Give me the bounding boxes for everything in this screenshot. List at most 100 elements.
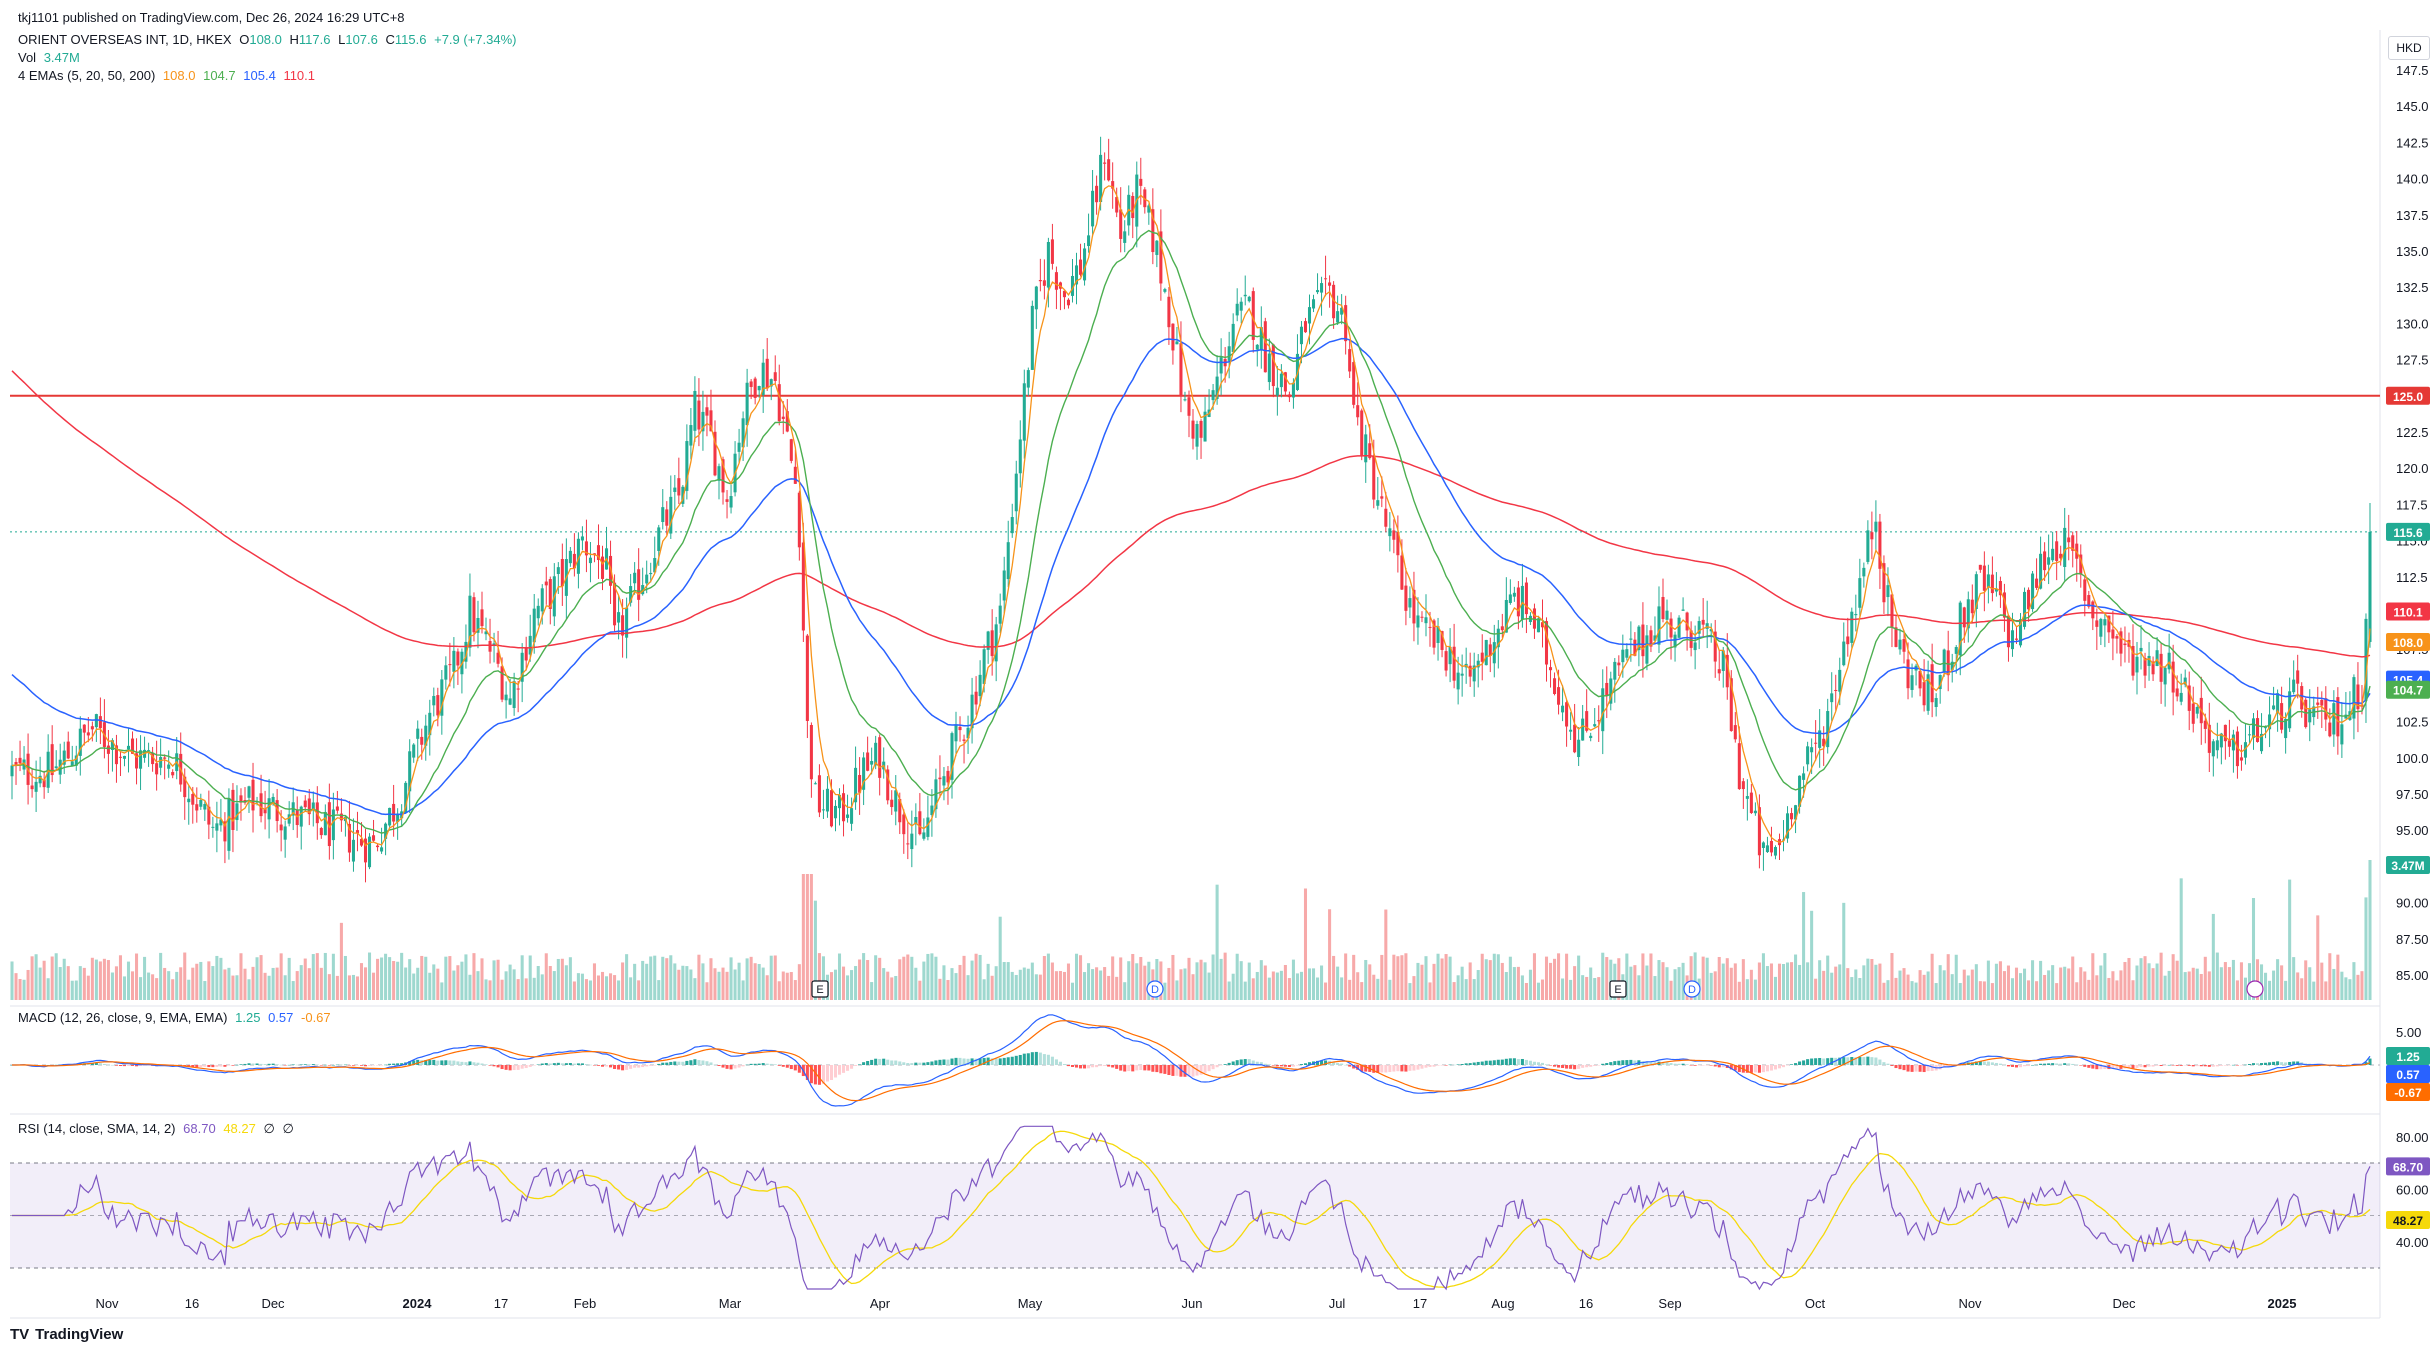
macd-histogram-bar [1392, 1065, 1396, 1072]
volume-bar [1143, 965, 1147, 1000]
lightning-icon [2246, 980, 2264, 998]
volume-bar [914, 967, 918, 1000]
currency-button[interactable]: HKD [2388, 36, 2430, 60]
volume-bar [733, 969, 737, 1000]
candle-body [2320, 699, 2324, 706]
macd-histogram-bar [223, 1065, 227, 1067]
macd-histogram-bar [1468, 1063, 1472, 1065]
candle-body [1645, 635, 1649, 664]
volume-bar [1605, 957, 1609, 1000]
candle-body [456, 651, 460, 666]
candle-body [978, 674, 982, 697]
candle-body [2079, 554, 2083, 575]
macd-histogram-bar [468, 1061, 472, 1065]
volume-bar [528, 955, 532, 1000]
volume-bar [1199, 959, 1203, 1000]
volume-bar [1540, 979, 1545, 1000]
candle-body [1488, 644, 1492, 656]
candle-body [1894, 627, 1898, 647]
volume-bar [1806, 962, 1810, 1000]
volume-bar [2235, 980, 2239, 1000]
candle-body [906, 843, 910, 845]
candle-body [287, 814, 291, 824]
rsi-axis-tick: 40.00 [2396, 1235, 2429, 1250]
volume-bar [279, 953, 283, 1000]
macd-histogram-bar [1681, 1063, 1685, 1065]
candle-body [215, 823, 219, 831]
volume-bar [1830, 972, 1834, 1000]
candle-body [331, 809, 335, 841]
candle-body [2332, 703, 2336, 735]
macd-histogram-bar [319, 1065, 323, 1066]
candle-body [436, 695, 440, 716]
candle-body [86, 732, 90, 736]
candle-body [1814, 742, 1818, 744]
macd-histogram-bar [544, 1063, 548, 1065]
volume-bar [1926, 971, 1930, 1000]
event-marker-label: D [1151, 984, 1159, 996]
volume-bar [1641, 953, 1645, 1000]
candle-body [2268, 714, 2272, 730]
candle-body [259, 793, 263, 817]
macd-value-label-bg [2386, 1047, 2430, 1065]
macd-histogram-bar [898, 1061, 902, 1065]
candle-body [2328, 722, 2332, 737]
ema50-value: 105.4 [243, 68, 276, 83]
volume-bar [842, 966, 846, 1000]
candle-body [1826, 711, 1830, 748]
candle-body [1243, 294, 1247, 297]
volume-bar [1243, 981, 1247, 1000]
macd-histogram-bar [2276, 1061, 2280, 1065]
volume-bar [1846, 968, 1850, 1000]
macd-histogram-bar [604, 1065, 609, 1067]
volume-bar [1332, 955, 1336, 1000]
candle-body [1087, 235, 1091, 247]
volume-bar [388, 957, 392, 1000]
volume-bar [2332, 968, 2336, 1000]
volume-bar [1083, 972, 1087, 1000]
volume-bar [1022, 967, 1026, 1000]
volume-bar [1918, 970, 1922, 1000]
macd-histogram-bar [2183, 1065, 2187, 1066]
volume-bar [1512, 967, 1516, 1000]
macd-histogram-bar [1187, 1065, 1191, 1077]
macd-histogram-bar [504, 1065, 508, 1070]
volume-bar [1790, 962, 1794, 1000]
volume-bar [1388, 979, 1392, 1000]
volume-bar [335, 975, 339, 1000]
candle-body [2227, 740, 2231, 747]
candle-body [203, 804, 207, 810]
macd-histogram-bar [617, 1065, 621, 1070]
candle-body [548, 579, 552, 609]
macd-histogram-bar [2268, 1062, 2272, 1065]
volume-bar [307, 968, 311, 1000]
volume-bar [1456, 975, 1460, 1000]
macd-histogram-bar [1259, 1062, 1263, 1065]
macd-histogram-bar [512, 1065, 516, 1071]
candle-body [384, 823, 388, 839]
volume-bar [1336, 966, 1340, 1000]
volume-bar [223, 969, 227, 1000]
candle-body [1010, 517, 1014, 534]
volume-bar [243, 968, 247, 1000]
macd-histogram-bar [1356, 1065, 1360, 1070]
volume-bar [584, 979, 588, 1000]
macd-histogram-bar [1287, 1065, 1291, 1067]
macd-histogram-bar [1127, 1065, 1131, 1072]
macd-histogram-bar [1171, 1065, 1175, 1076]
macd-histogram-bar [1504, 1058, 1508, 1065]
event-marker-label: E [816, 984, 823, 996]
volume-bar [560, 958, 564, 1000]
macd-histogram-bar [1436, 1065, 1440, 1066]
macd-histogram-bar [1609, 1062, 1613, 1065]
volume-bar [2151, 968, 2155, 1000]
candle-body [1657, 606, 1661, 645]
volume-bar [1255, 971, 1259, 1000]
candle-body [54, 766, 58, 769]
candle-body [954, 724, 958, 742]
volume-bar [1798, 964, 1802, 1000]
volume-bar [432, 964, 436, 1000]
candle-body [1091, 190, 1095, 227]
rsi-extra-1: ∅ [263, 1121, 275, 1136]
